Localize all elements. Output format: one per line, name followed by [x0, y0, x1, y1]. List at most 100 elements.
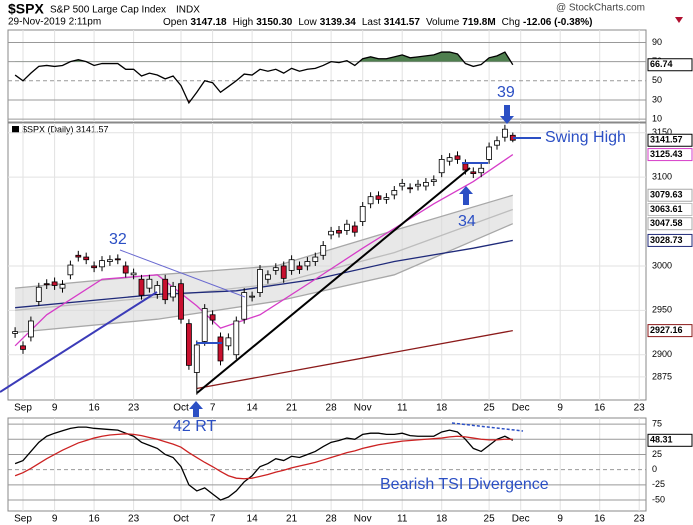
- candle-body: [20, 345, 26, 350]
- x-tick-label: 16: [89, 514, 101, 525]
- value-label-box: [647, 217, 693, 231]
- candle-body: [430, 179, 437, 182]
- candle-body: [415, 183, 421, 187]
- candle-body: [351, 225, 358, 233]
- y-tick-label: 30: [652, 94, 662, 104]
- plot: Sep Sep 9 9 16 16 23 23 Oct Oct 7 7 14 14 21 21 28 28 Nov N…: [8, 30, 693, 525]
- candle-body: [43, 283, 50, 286]
- x-tick-label: 11: [397, 514, 408, 525]
- y-tick-label: 90: [652, 37, 662, 47]
- value-label-box: [647, 148, 693, 162]
- value-label: 3141.57: [650, 135, 683, 145]
- candle-body: [336, 230, 342, 234]
- annotation: Swing High: [545, 129, 626, 146]
- candle-body: [312, 256, 319, 262]
- x-tick-label: 9: [52, 403, 58, 414]
- divergence-line: [451, 422, 524, 432]
- x-tick-label: Dec: [512, 403, 530, 414]
- x-tick-label: Nov: [354, 514, 372, 525]
- overlay-line: [15, 223, 514, 334]
- value-label-box: [647, 133, 693, 147]
- x-tick-label: 23: [128, 403, 140, 414]
- candle-body: [59, 284, 66, 289]
- candle-body: [51, 281, 58, 286]
- candle-body: [264, 274, 271, 280]
- candle-body: [407, 187, 414, 190]
- series-line: [14, 51, 514, 105]
- annotation: Bearish TSI Divergence: [380, 476, 549, 493]
- quote-value: 3141.57: [384, 17, 421, 28]
- overlay-line: [14, 154, 514, 347]
- exchange: INDX: [176, 5, 200, 16]
- x-tick-label: 25: [484, 514, 496, 525]
- quote-label: Open: [163, 17, 187, 28]
- candle-body: [75, 254, 82, 258]
- value-label: 3047.58: [650, 218, 683, 228]
- candle-body: [494, 140, 500, 146]
- candle-body: [178, 283, 184, 320]
- y-tick-label: -25: [652, 479, 665, 489]
- candle-body: [249, 295, 256, 298]
- x-tick-label: Oct: [173, 514, 189, 525]
- y-tick-label: 0: [652, 464, 657, 474]
- y-tick-label: 25: [652, 449, 662, 459]
- value-label: 3028.73: [650, 235, 683, 245]
- tsi-panel: [7, 417, 647, 512]
- candle-body: [27, 320, 34, 338]
- quote-value: 719.8M: [462, 17, 495, 28]
- value-label-box: [647, 202, 693, 216]
- y-tick-label: 3000: [652, 260, 672, 270]
- y-tick-label: 3100: [652, 172, 672, 182]
- overlay-line: [196, 329, 513, 390]
- menu-arrow: [675, 17, 683, 23]
- candle-body: [201, 308, 208, 342]
- y-tick-label: 10: [652, 114, 662, 124]
- x-tick-label: 23: [634, 403, 646, 414]
- series-line: [14, 433, 513, 480]
- candle-body: [304, 261, 311, 267]
- candle-body: [446, 157, 453, 162]
- candle-body: [146, 278, 153, 289]
- annotation: 42 RT: [173, 418, 217, 435]
- quote-label: Last: [362, 17, 381, 28]
- x-tick-label: Oct: [173, 403, 189, 414]
- x-tick-label: 23: [634, 514, 646, 525]
- x-tick-label: Sep: [14, 514, 32, 525]
- x-tick-label: 7: [210, 403, 216, 414]
- candle-body: [130, 272, 137, 276]
- candle-body: [257, 269, 263, 293]
- symbol: $SPX: [8, 1, 44, 17]
- x-tick-label: 21: [286, 514, 298, 525]
- price-panel: [7, 122, 647, 401]
- quote: Open 3147.18 High 3150.30 Low 3139.34 Last 3141…: [163, 17, 593, 28]
- annotation: 39: [497, 84, 515, 101]
- arrow: [189, 401, 203, 417]
- candle-body: [438, 159, 445, 174]
- quote-value: 3150.30: [256, 17, 293, 28]
- candle-body: [272, 267, 279, 271]
- candle-body: [280, 265, 287, 279]
- candle-body: [367, 196, 374, 205]
- x-tick-label: 25: [484, 403, 496, 414]
- x-tick-label: 28: [326, 514, 338, 525]
- x-tick-label: 16: [594, 403, 606, 414]
- candle-body: [383, 197, 390, 200]
- overlay-line: [15, 208, 514, 311]
- annotation: 34: [458, 213, 476, 230]
- candle-body: [296, 265, 303, 270]
- value-label: 3125.43: [650, 149, 683, 159]
- candle-body: [470, 171, 477, 175]
- candle-body: [209, 314, 216, 321]
- value-label-box: [647, 324, 693, 338]
- candle-body: [122, 265, 129, 274]
- candle-body: [67, 264, 74, 276]
- quote-label: High: [233, 17, 254, 28]
- x-tick-label: 9: [52, 514, 58, 525]
- candle-body: [422, 182, 429, 187]
- candle-body: [162, 278, 169, 301]
- value-label-box: [647, 58, 693, 72]
- x-tick-label: 7: [210, 514, 216, 525]
- candle-body: [241, 292, 248, 320]
- quote-value: -12.06 (-0.38%): [523, 17, 592, 28]
